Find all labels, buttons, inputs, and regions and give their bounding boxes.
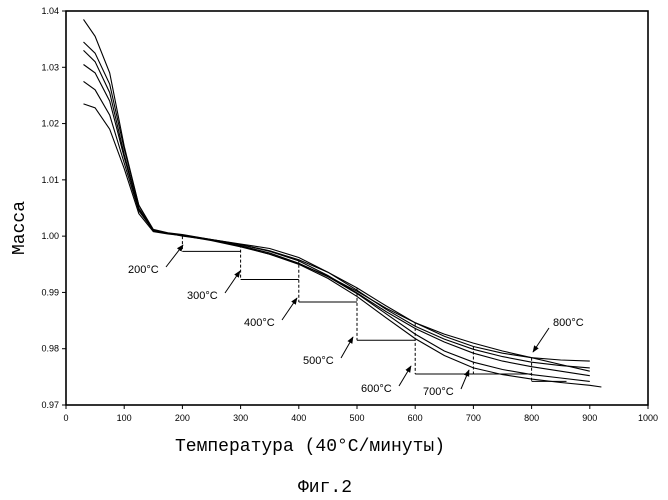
annotation-label: 800°C: [553, 317, 584, 329]
y-tick-label: 1.03: [41, 62, 59, 72]
annotation-label: 500°C: [303, 355, 334, 367]
annotation-arrow: [166, 245, 183, 267]
x-tick-label: 800: [524, 413, 539, 423]
series-line-1: [84, 19, 590, 361]
x-tick-label: 200: [175, 413, 190, 423]
y-tick-label: 1.01: [41, 175, 59, 185]
y-tick-label: 1.00: [41, 231, 59, 241]
temperature-annotations: 200°C 300°C 400°C 500°C 600°C 700°C 800°C: [128, 245, 584, 398]
annotation-arrow: [341, 337, 353, 358]
annotation-arrow: [399, 366, 411, 386]
series-line-6: [84, 104, 590, 371]
y-tick-label: 1.04: [41, 6, 59, 16]
x-axis-ticks: 0 100 200 300 400 500 600 700 800 900 1000: [63, 405, 658, 423]
annotation-arrow: [225, 271, 240, 293]
annotation-label: 700°C: [423, 386, 454, 398]
x-tick-label: 700: [466, 413, 481, 423]
series-line-2: [84, 42, 590, 368]
x-tick-label: 100: [117, 413, 132, 423]
x-tick-label: 1000: [638, 413, 658, 423]
x-tick-label: 600: [408, 413, 423, 423]
x-axis-title: Температура (40°C/минуты): [175, 437, 445, 457]
x-tick-label: 500: [349, 413, 364, 423]
x-tick-label: 0: [63, 413, 68, 423]
series-lines: [84, 19, 602, 387]
annotation-arrow: [533, 328, 549, 352]
series-line-4: [84, 65, 590, 376]
y-tick-label: 0.97: [41, 400, 59, 410]
annotation-label: 200°C: [128, 264, 159, 276]
y-tick-label: 0.98: [41, 344, 59, 354]
plot-frame: [66, 11, 648, 405]
annotation-label: 600°C: [361, 383, 392, 395]
x-tick-label: 900: [582, 413, 597, 423]
y-tick-label: 1.02: [41, 119, 59, 129]
y-axis-ticks: 0.97 0.98 0.99 1.00 1.01 1.02 1.03 1.04: [41, 6, 66, 410]
figure-caption: Фиг.2: [298, 478, 352, 498]
plot-border: [66, 11, 648, 405]
annotation-arrow: [282, 298, 297, 320]
y-tick-label: 0.99: [41, 287, 59, 297]
series-line-5: [84, 81, 602, 387]
annotation-arrow: [461, 370, 469, 389]
annotation-label: 300°C: [187, 290, 218, 302]
series-line-3: [84, 50, 590, 381]
x-tick-label: 300: [233, 413, 248, 423]
annotation-label: 400°C: [244, 317, 275, 329]
y-axis-title: Масса: [10, 201, 30, 255]
x-tick-label: 400: [291, 413, 306, 423]
